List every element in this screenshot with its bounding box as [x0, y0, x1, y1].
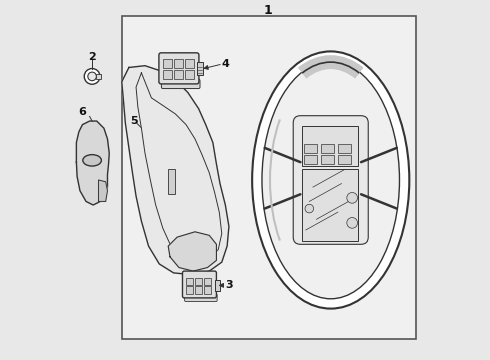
Bar: [174, 59, 183, 68]
Bar: [302, 169, 358, 241]
FancyBboxPatch shape: [182, 271, 217, 298]
Bar: [338, 144, 351, 153]
Text: 3: 3: [225, 280, 233, 291]
Text: 2: 2: [88, 52, 96, 62]
Bar: [304, 144, 317, 153]
Bar: [321, 155, 334, 164]
Bar: [204, 278, 211, 285]
Bar: [168, 169, 175, 194]
Bar: [186, 278, 193, 285]
Circle shape: [347, 193, 358, 203]
Bar: [174, 70, 183, 79]
Bar: [338, 155, 351, 164]
Bar: [204, 287, 211, 294]
Text: 1: 1: [264, 4, 272, 17]
Text: 6: 6: [78, 107, 86, 117]
Ellipse shape: [262, 61, 399, 299]
Ellipse shape: [83, 155, 101, 166]
FancyBboxPatch shape: [159, 53, 199, 84]
Bar: [302, 126, 358, 166]
FancyBboxPatch shape: [293, 116, 368, 244]
FancyBboxPatch shape: [185, 294, 217, 301]
Circle shape: [347, 217, 358, 228]
Bar: [195, 287, 202, 294]
Circle shape: [305, 204, 314, 213]
Polygon shape: [76, 121, 109, 205]
Bar: [122, 16, 416, 339]
Bar: [163, 59, 172, 68]
Bar: [97, 74, 100, 78]
Polygon shape: [122, 66, 229, 275]
Ellipse shape: [252, 51, 409, 309]
Bar: [163, 70, 172, 79]
Bar: [304, 155, 317, 164]
FancyBboxPatch shape: [161, 79, 200, 89]
Circle shape: [84, 68, 100, 84]
Bar: [185, 70, 194, 79]
Text: 4: 4: [221, 59, 229, 69]
Circle shape: [88, 72, 97, 81]
Bar: [185, 59, 194, 68]
Text: 5: 5: [130, 116, 138, 126]
Bar: [215, 280, 220, 291]
Polygon shape: [168, 232, 217, 271]
Polygon shape: [98, 180, 107, 202]
Bar: [197, 62, 203, 75]
Bar: [195, 278, 202, 285]
Bar: [186, 287, 193, 294]
Bar: [321, 144, 334, 153]
